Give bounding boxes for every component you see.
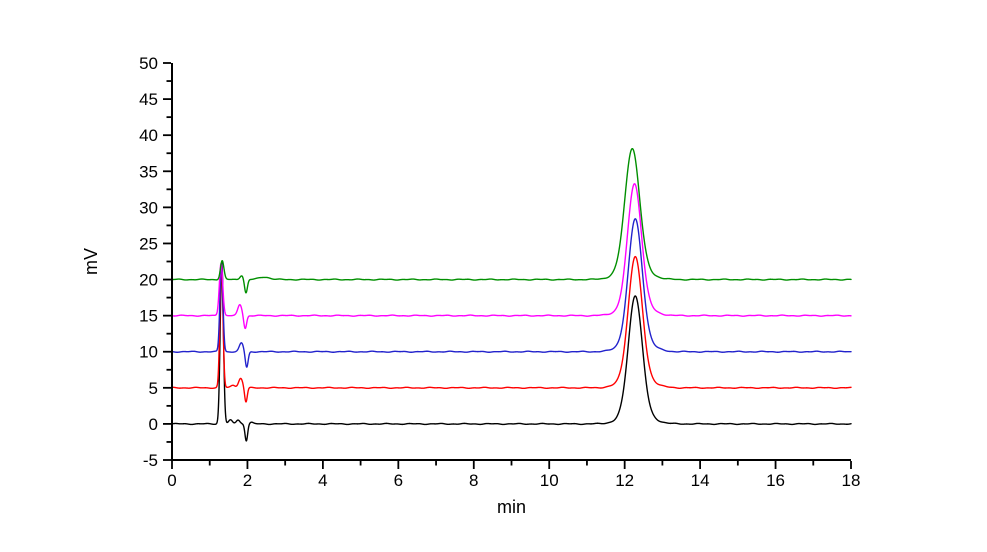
x-tick-label: 10 (540, 471, 559, 490)
x-tick-label: 16 (766, 471, 785, 490)
trace-blue (171, 218, 852, 368)
y-tick-label: 25 (139, 234, 158, 253)
trace-magenta (171, 183, 852, 330)
y-tick-label: 30 (139, 198, 158, 217)
trace-black (171, 261, 852, 442)
y-tick-label: 45 (139, 90, 158, 109)
trace-red (171, 255, 852, 403)
y-tick-label: 20 (139, 271, 158, 290)
y-tick-label: 35 (139, 162, 158, 181)
y-tick-label: 40 (139, 126, 158, 145)
x-tick-label: 2 (243, 471, 252, 490)
y-tick-label: 50 (139, 54, 158, 73)
y-tick-label: 10 (139, 343, 158, 362)
x-tick-label: 8 (469, 471, 478, 490)
x-tick-label: 0 (167, 471, 176, 490)
y-tick-label: 15 (139, 307, 158, 326)
trace-green (171, 147, 852, 294)
y-tick-label: -5 (143, 451, 158, 470)
y-tick-label: 5 (149, 379, 158, 398)
x-tick-label: 12 (615, 471, 634, 490)
x-tick-label: 4 (318, 471, 327, 490)
x-tick-label: 6 (394, 471, 403, 490)
y-tick-label: 0 (149, 415, 158, 434)
x-tick-label: 18 (842, 471, 861, 490)
y-axis-label: mV (81, 248, 101, 275)
x-tick-label: 14 (691, 471, 710, 490)
x-axis-label: min (497, 497, 526, 517)
axis-lines (171, 63, 851, 461)
